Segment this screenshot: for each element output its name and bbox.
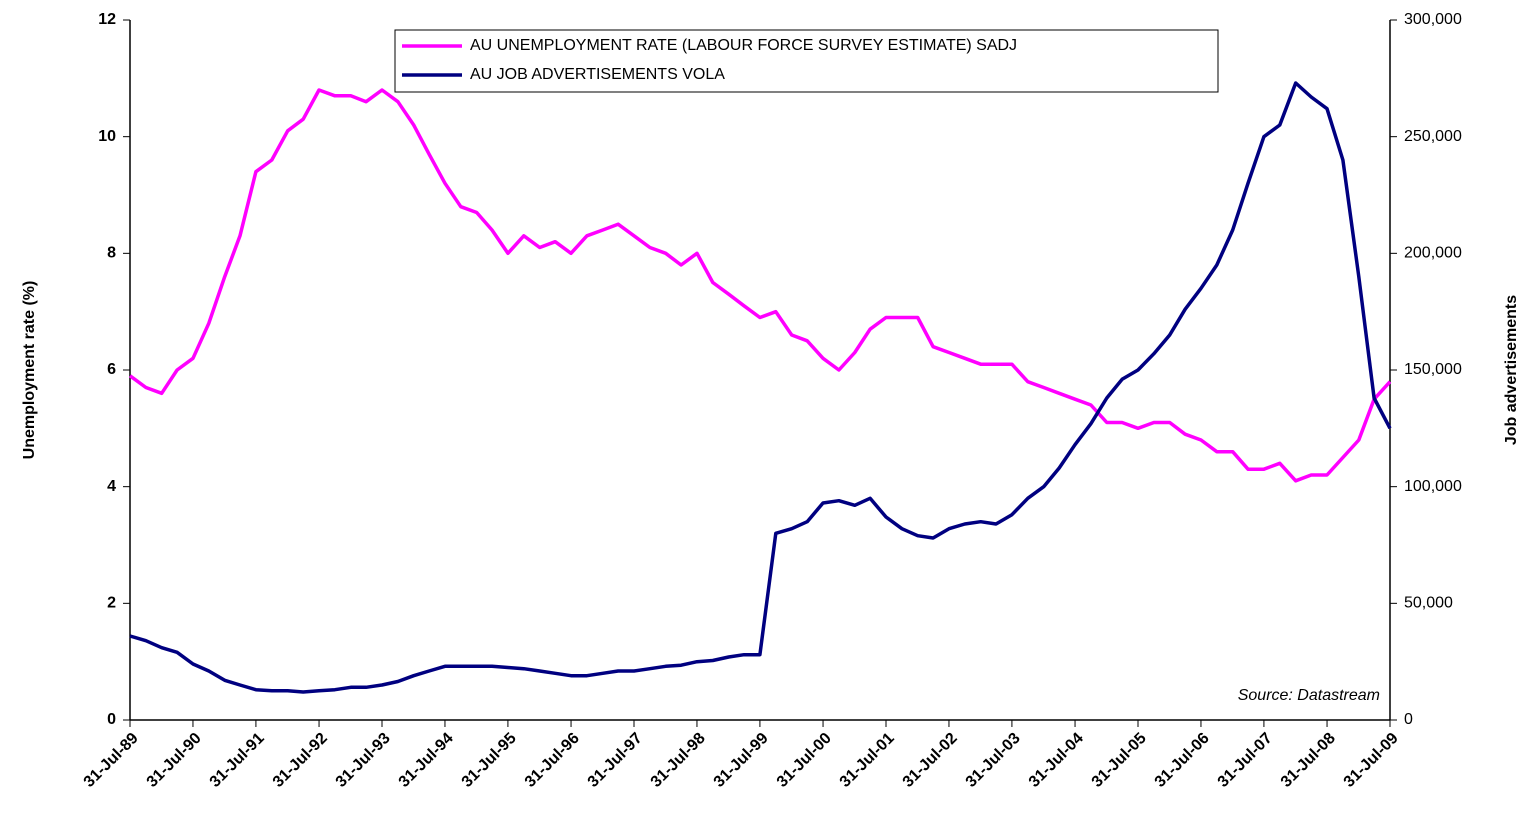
legend-label: AU UNEMPLOYMENT RATE (LABOUR FORCE SURVE… <box>470 37 1017 54</box>
y2-tick-label: 200,000 <box>1404 245 1462 262</box>
y2-tick-label: 0 <box>1404 711 1413 728</box>
y-tick-label: 0 <box>107 711 116 728</box>
y2-tick-label: 300,000 <box>1404 11 1462 28</box>
y2-tick-label: 50,000 <box>1404 595 1453 612</box>
y-axis-label: Unemployment rate (%) <box>21 281 38 460</box>
y2-axis-label: Job advertisements <box>1503 295 1520 445</box>
source-note: Source: Datastream <box>1238 687 1380 704</box>
y2-tick-label: 150,000 <box>1404 361 1462 378</box>
series-line <box>128 88 1392 483</box>
y-tick-label: 2 <box>107 595 116 612</box>
y-tick-label: 8 <box>107 245 116 262</box>
series-line <box>129 81 1392 694</box>
y-tick-label: 4 <box>107 478 116 495</box>
y-tick-label: 12 <box>98 11 116 28</box>
y2-tick-label: 100,000 <box>1404 478 1462 495</box>
y2-tick-label: 250,000 <box>1404 128 1462 145</box>
y-tick-label: 10 <box>98 128 116 145</box>
legend-box <box>394 29 1219 93</box>
y-tick-label: 6 <box>107 361 116 378</box>
legend-label: AU JOB ADVERTISEMENTS VOLA <box>470 66 725 83</box>
